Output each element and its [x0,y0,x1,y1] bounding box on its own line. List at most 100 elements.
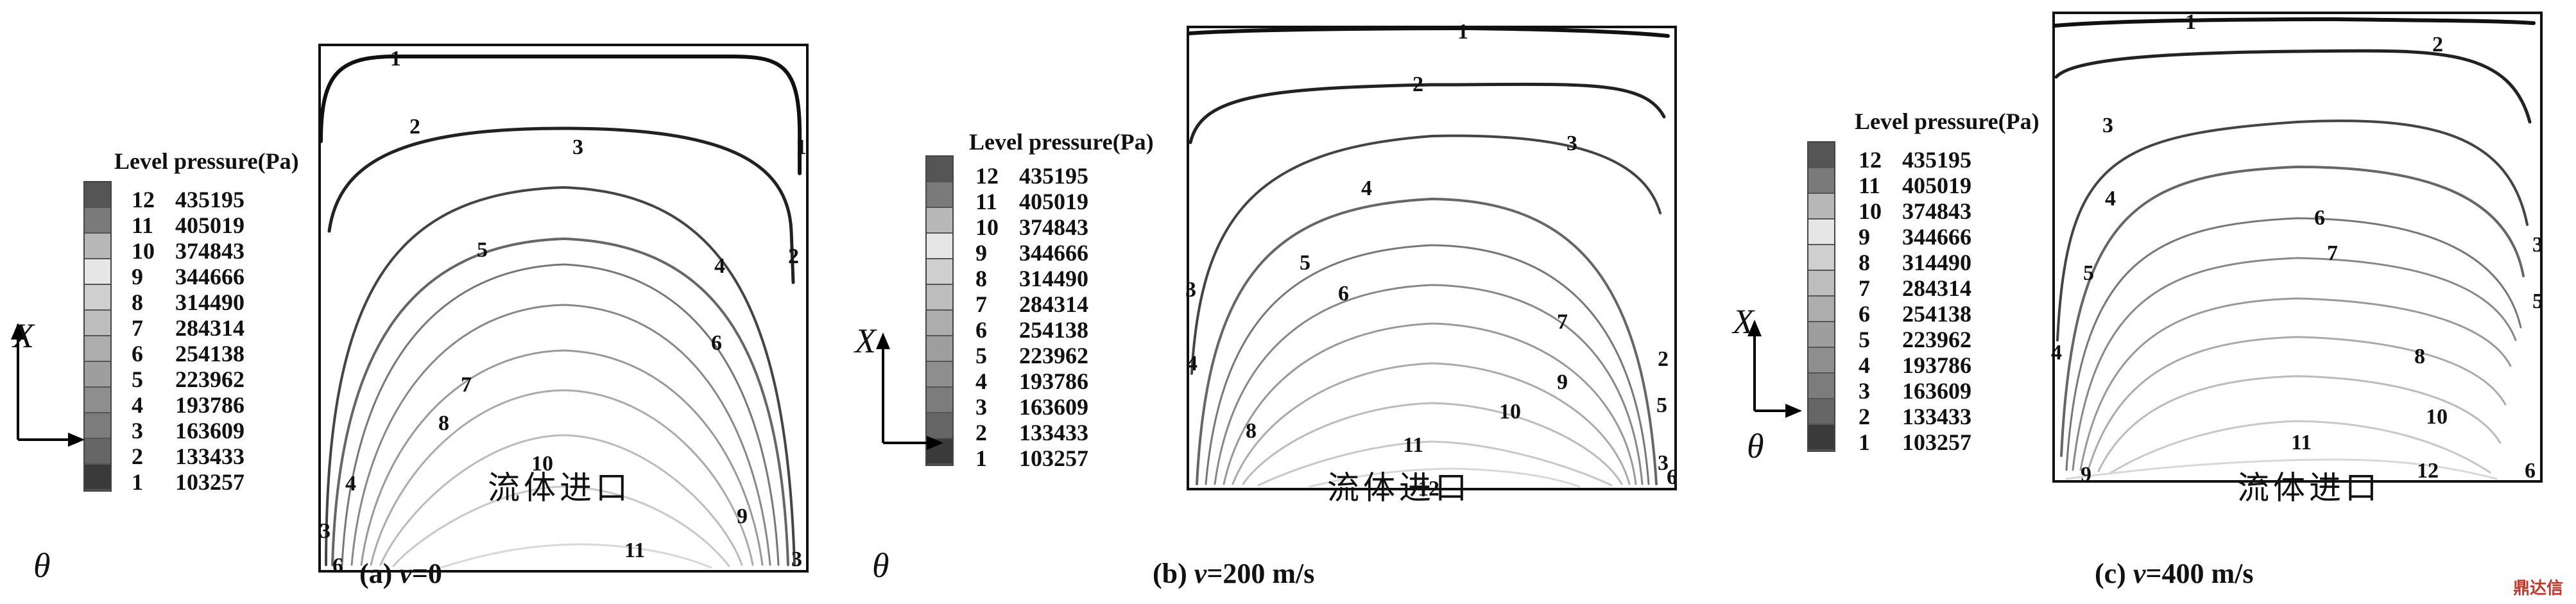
inlet-label: 流体进口 [488,469,631,506]
contour-label-7: 7 [461,373,472,397]
legend-level: 1 [975,445,987,471]
legend-swatch [927,208,952,234]
legend-level: 2 [1859,404,1870,429]
legend-pressure: 435195 [1019,163,1088,189]
legend-pressure: 103257 [175,469,245,495]
contour-plot: 1 1 2 2 3 3 3 4 4 5 6 6 7 8 9 10 11 [318,44,809,578]
legend-row: 4 193786 [975,368,1088,395]
legend-row: 2 133433 [1859,403,1971,430]
legend-pressure: 163609 [1019,394,1088,420]
legend-pressure: 163609 [1902,378,1971,404]
legend-level: 10 [132,238,155,264]
legend-swatch [85,311,110,336]
legend-swatch [1808,322,1834,348]
contour-label-10: 10 [1499,400,1521,424]
contour-label-3-left: 3 [1185,278,1196,302]
legend-pressure: 284314 [1019,291,1088,317]
panel-a: Level pressure(Pa) 12 435195 1 1 405019 10 3 7 4… [0,0,859,604]
legend-level: 8 [975,266,987,291]
legend-pressure: 193786 [1019,368,1088,394]
contour-label-2: 2 [2432,33,2443,56]
legend-level: 7 [1859,275,1870,301]
legend-pressure: 405019 [175,212,245,238]
legend-pressure: 133433 [1902,404,1971,429]
legend-swatch [85,259,110,285]
legend-swatch [1808,374,1834,399]
legend-pressure: 344666 [1902,224,1971,250]
legend-title: Level pressure(Pa) [1855,108,2039,134]
legend-row: 5 223962 [1859,326,1971,353]
legend-row: 3 163609 [1859,377,1971,404]
contour-label-4-left: 4 [2051,341,2062,365]
contour-label-5-right: 5 [2532,289,2543,313]
contour-label-9: 9 [1557,370,1568,394]
theta-axis-label: θ [1747,427,1764,465]
legend-pressure: 314490 [1019,266,1088,291]
legend-swatch [1808,168,1834,194]
contour-label-4: 4 [714,254,725,278]
legend-row: 7 284314 [132,315,245,341]
panel-b: Level pressure(Pa) 12 435195 11 405019 10 374… [855,0,1717,604]
legend-pressure: 284314 [175,315,245,341]
contour-label-4: 4 [1361,177,1372,200]
legend-pressure: 435195 [175,187,245,212]
legend-level: 12 [132,187,155,212]
legend-row: 3 163609 [975,393,1088,420]
legend-pressure: 254138 [1019,317,1088,343]
legend-pressure: 223962 [1019,343,1088,368]
legend-level: 4 [132,392,143,418]
legend-level: 9 [975,240,987,266]
legend-level: 3 [132,418,143,444]
contour-label-1: 1 [2185,10,2196,34]
contour-label-6: 6 [1338,282,1349,306]
legend-row: 7 284314 [975,291,1088,318]
contour-label-8: 8 [2414,345,2425,368]
legend-row: 4 193786 [1859,352,1971,379]
caption-a: (a) v=0 [359,558,442,589]
contour-label-4: 4 [2105,187,2116,211]
contour-label-2: 2 [409,115,420,139]
axis-indicator [11,323,85,447]
inlet-label: 流体进口 [2237,469,2381,506]
legend-row: 5 223962 [975,342,1088,369]
legend-row: 4 193786 [132,392,245,418]
legend-pressure: 133433 [175,444,245,469]
legend-color-bar [83,181,112,492]
contour-label-9: 9 [737,505,748,528]
legend-swatch [85,182,110,208]
legend-pressure: 163609 [175,418,245,444]
inlet-label: 流体进口 [1327,469,1471,506]
legend-swatch [85,465,110,490]
legend-level: 5 [132,367,143,392]
contour-label-2-right: 2 [1658,347,1669,371]
legend-row: 7 284314 [1859,275,1971,302]
legend-pressure: 284314 [1902,275,1971,301]
legend-row: 10 374843 [1859,198,1971,225]
legend-level: 7 [132,315,143,341]
contour-label-1-right: 1 [796,135,807,159]
legend-swatch [85,285,110,311]
legend-level: 8 [132,289,143,315]
legend-title: Level pressure(Pa) [114,148,299,174]
contour-label-2-right: 2 [788,245,799,268]
contour-label-11: 11 [2291,431,2312,454]
legend-swatch [85,388,110,413]
legend-pressure: 193786 [175,392,245,418]
legend-swatch [927,336,952,362]
contour-label-10: 10 [531,452,553,476]
legend-row: 2 133433 [132,443,245,470]
contour-label-12: 12 [1418,477,1439,501]
legend-level: 9 [1859,224,1870,250]
legend-swatch [927,285,952,311]
legend-level: 1 [132,469,143,495]
legend-swatch [1808,142,1834,168]
legend-pressure: 344666 [1019,240,1088,266]
legend-row: 12 435195 [975,162,1088,189]
legend-level: 2 [975,420,987,445]
legend-swatch [927,362,952,388]
legend-level: 5 [1859,327,1870,352]
legend-row: 2 133433 [975,419,1088,446]
legend-level: 6 [132,341,143,367]
legend-pressure: 405019 [1019,189,1088,214]
legend-swatch [927,234,952,259]
